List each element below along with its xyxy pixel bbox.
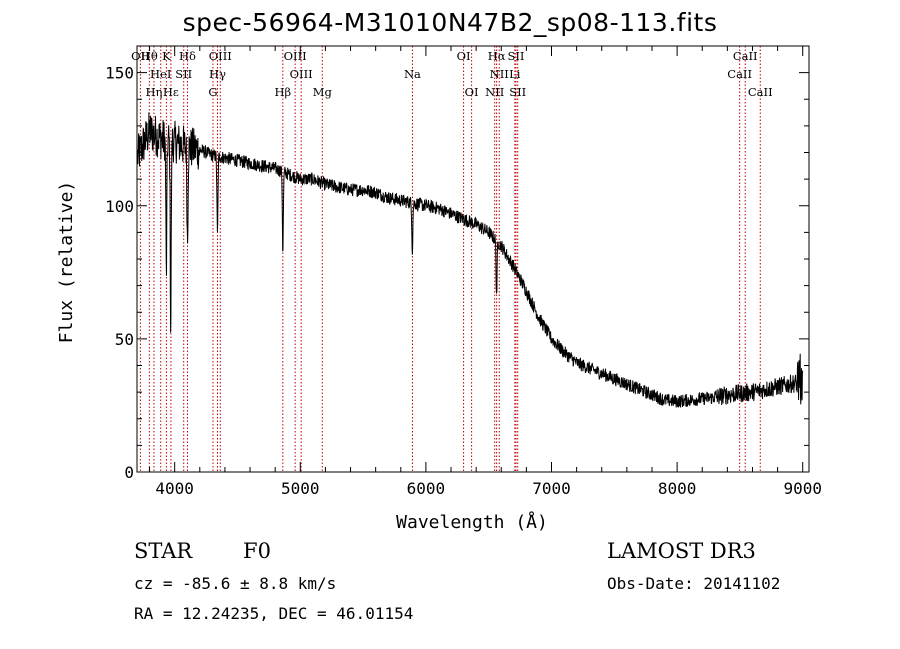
line-label: CaII	[748, 85, 773, 99]
observation-date: Obs-Date: 20141102	[607, 574, 781, 593]
line-label: NII	[490, 67, 509, 81]
x-tick-label: 9000	[783, 479, 822, 498]
plot-frame	[136, 45, 810, 473]
line-label: Hβ	[274, 85, 291, 99]
line-label: G	[208, 85, 217, 99]
line-label: K	[162, 49, 171, 63]
spectrum-line	[137, 112, 804, 408]
line-label: Mg	[313, 85, 333, 99]
line-label: Hθ	[141, 49, 158, 63]
y-tick-label: 100	[105, 197, 134, 216]
line-label: OII	[131, 49, 150, 63]
line-label: Hη	[145, 85, 162, 99]
x-tick-label: 6000	[407, 479, 446, 498]
line-label: SII	[175, 67, 192, 81]
redshift-velocity: cz = -85.6 ± 8.8 km/s	[134, 574, 337, 593]
line-label: OIII	[290, 67, 313, 81]
line-label: SII	[507, 49, 524, 63]
x-tick-label: 8000	[658, 479, 697, 498]
line-label: Hε	[163, 85, 179, 99]
line-label: SII	[509, 85, 526, 99]
line-markers	[139, 46, 761, 472]
x-tick-label: 7000	[532, 479, 571, 498]
object-subclass: F0	[243, 539, 271, 563]
line-label: OIII	[209, 49, 232, 63]
y-tick-label: 0	[124, 463, 134, 482]
line-label: OI	[457, 49, 471, 63]
line-label: Li	[509, 67, 521, 81]
line-label: CaII	[727, 67, 752, 81]
x-axis: 4000 5000 6000 7000 8000 9000	[149, 46, 822, 498]
x-axis-label: Wavelength (Å)	[396, 511, 548, 533]
coordinates: RA = 12.24235, DEC = 46.01154	[134, 604, 414, 623]
x-tick-label: 4000	[155, 479, 194, 498]
line-label: CaII	[733, 49, 758, 63]
line-label: Hα	[488, 49, 506, 63]
line-label: OI	[465, 85, 479, 99]
survey-label: LAMOST DR3	[607, 539, 756, 563]
line-label: OIII	[284, 49, 307, 63]
x-tick-label: 5000	[281, 479, 320, 498]
line-label: HeI	[150, 67, 171, 81]
y-tick-label: 50	[115, 330, 134, 349]
y-axis: 0 50 100 150	[105, 64, 809, 482]
line-label: Na	[404, 67, 421, 81]
y-axis-label: Flux (relative)	[56, 181, 77, 344]
chart-title: spec-56964-M31010N47B2_sp08-113.fits	[182, 8, 718, 37]
y-tick-label: 150	[105, 64, 134, 83]
line-label: Hγ	[209, 67, 226, 81]
line-label: Hδ	[179, 49, 196, 63]
object-class: STAR	[134, 539, 193, 563]
line-label: NII	[485, 85, 504, 99]
